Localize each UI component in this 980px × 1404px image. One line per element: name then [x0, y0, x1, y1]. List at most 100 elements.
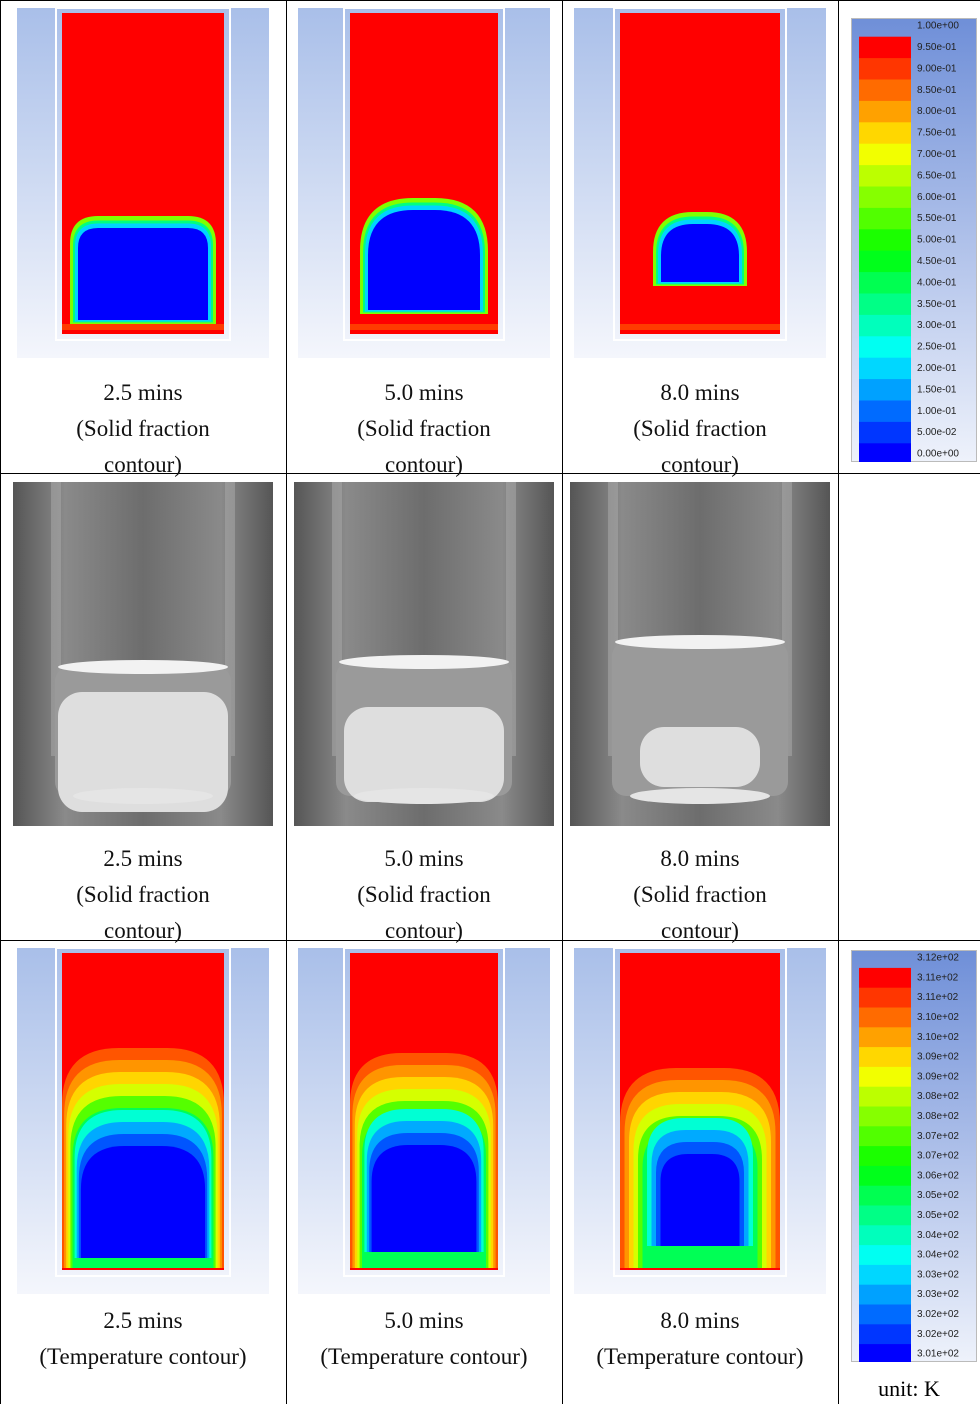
legend-label: 1.50e-01	[917, 384, 957, 395]
legend-label: 9.00e-01	[917, 63, 957, 74]
photo	[570, 482, 830, 826]
caption: 5.0 mins(Solid fraction contour)	[286, 375, 562, 483]
legend-label: 6.50e-01	[917, 170, 957, 181]
legend-label: 3.50e-01	[917, 299, 957, 310]
contour-band	[372, 1145, 477, 1252]
contour-band	[368, 210, 480, 310]
legend-label: 3.12e+02	[917, 953, 959, 964]
caption: 5.0 mins(Temperature contour)	[286, 1303, 562, 1375]
bottom-band	[62, 324, 224, 330]
legend-label: 1.00e-01	[917, 406, 957, 417]
caption: 5.0 mins(Solid fraction contour)	[286, 841, 562, 949]
legend-label: 3.07e+02	[917, 1131, 959, 1142]
contour-plot	[574, 8, 826, 358]
legend-label: 7.00e-01	[917, 149, 957, 160]
tube-bottom	[630, 788, 770, 804]
legend-label: 3.04e+02	[917, 1250, 959, 1261]
time-label: 5.0 mins	[286, 841, 562, 877]
caption: 8.0 mins(Temperature contour)	[562, 1303, 838, 1375]
legend-band	[859, 122, 911, 144]
table-cell: 8.0 mins(Solid fraction contour)	[562, 0, 838, 473]
time-label: 8.0 mins	[562, 375, 838, 411]
legend-label: 3.09e+02	[917, 1052, 959, 1063]
legend-band	[859, 1305, 911, 1325]
meniscus	[615, 635, 785, 649]
legend-label: 3.08e+02	[917, 1111, 959, 1122]
tube-bottom	[354, 788, 494, 804]
caption: 2.5 mins(Solid fraction contour)	[0, 841, 286, 949]
legend-band	[859, 1067, 911, 1087]
legend-band	[859, 336, 911, 358]
legend-label: 3.02e+02	[917, 1329, 959, 1340]
caption-text: (Solid fraction contour)	[334, 877, 514, 949]
time-label: 2.5 mins	[0, 375, 286, 411]
table-cell: 2.5 mins(Solid fraction contour)	[0, 473, 286, 940]
legend-band	[859, 101, 911, 123]
column-rule	[838, 0, 839, 1404]
legend-band	[859, 144, 911, 166]
legend-label: 3.01e+02	[917, 1349, 959, 1360]
legend-band	[859, 1344, 911, 1362]
legend-label: 5.50e-01	[917, 213, 957, 224]
legend-label: 5.00e-01	[917, 235, 957, 246]
time-label: 8.0 mins	[562, 841, 838, 877]
bottom-band	[620, 324, 780, 330]
legend-label: 3.00e-01	[917, 320, 957, 331]
time-label: 5.0 mins	[286, 1303, 562, 1339]
legend-label: 0.00e+00	[917, 449, 959, 460]
legend-label: 3.09e+02	[917, 1071, 959, 1082]
contour-band	[81, 1146, 205, 1258]
caption-text: (Temperature contour)	[0, 1339, 286, 1375]
color-legend: 1.00e+009.50e-019.00e-018.50e-018.00e-01…	[851, 18, 977, 462]
legend-band	[859, 379, 911, 401]
legend-band	[859, 1126, 911, 1146]
legend-band	[859, 1087, 911, 1107]
legend-band	[859, 358, 911, 380]
legend-band	[859, 315, 911, 337]
legend-label: 3.07e+02	[917, 1151, 959, 1162]
legend-label: 3.06e+02	[917, 1170, 959, 1181]
legend-band	[859, 401, 911, 423]
caption-text: (Solid fraction contour)	[53, 877, 233, 949]
contour-plot	[17, 8, 269, 358]
legend-label: 3.08e+02	[917, 1091, 959, 1102]
legend-band	[859, 165, 911, 187]
legend-label: 8.50e-01	[917, 85, 957, 96]
time-label: 2.5 mins	[0, 841, 286, 877]
legend-band	[859, 37, 911, 59]
legend-label: 6.00e-01	[917, 192, 957, 203]
caption: 8.0 mins(Solid fraction contour)	[562, 375, 838, 483]
legend-label: 3.02e+02	[917, 1309, 959, 1320]
legend-band	[859, 988, 911, 1008]
contour-plot	[298, 948, 550, 1294]
legend-band	[859, 1166, 911, 1186]
contour-plot	[17, 948, 269, 1294]
tube-bottom	[73, 788, 213, 804]
time-label: 2.5 mins	[0, 1303, 286, 1339]
legend-label: 3.03e+02	[917, 1269, 959, 1280]
legend-band	[859, 208, 911, 230]
caption: 2.5 mins(Solid fraction contour)	[0, 375, 286, 483]
meniscus	[339, 655, 509, 669]
legend-label: 3.04e+02	[917, 1230, 959, 1241]
legend-band	[859, 1107, 911, 1127]
caption-text: (Temperature contour)	[562, 1339, 838, 1375]
legend-band	[859, 80, 911, 102]
legend-label: 3.05e+02	[917, 1210, 959, 1221]
legend-band	[859, 251, 911, 273]
legend-band	[859, 1265, 911, 1285]
legend-band	[859, 1225, 911, 1245]
time-label: 8.0 mins	[562, 1303, 838, 1339]
legend-band	[859, 1206, 911, 1226]
photo	[294, 482, 554, 826]
legend-band	[859, 1285, 911, 1305]
legend-band	[859, 229, 911, 251]
legend-band	[859, 1324, 911, 1344]
contour-plot	[574, 948, 826, 1294]
table-cell: 5.0 mins(Temperature contour)	[286, 940, 562, 1404]
contour-band	[661, 1154, 740, 1246]
legend-label: 3.10e+02	[917, 1032, 959, 1043]
contour-plot	[298, 8, 550, 358]
legend-band	[859, 1027, 911, 1047]
table-cell: 2.5 mins(Solid fraction contour)	[0, 0, 286, 473]
